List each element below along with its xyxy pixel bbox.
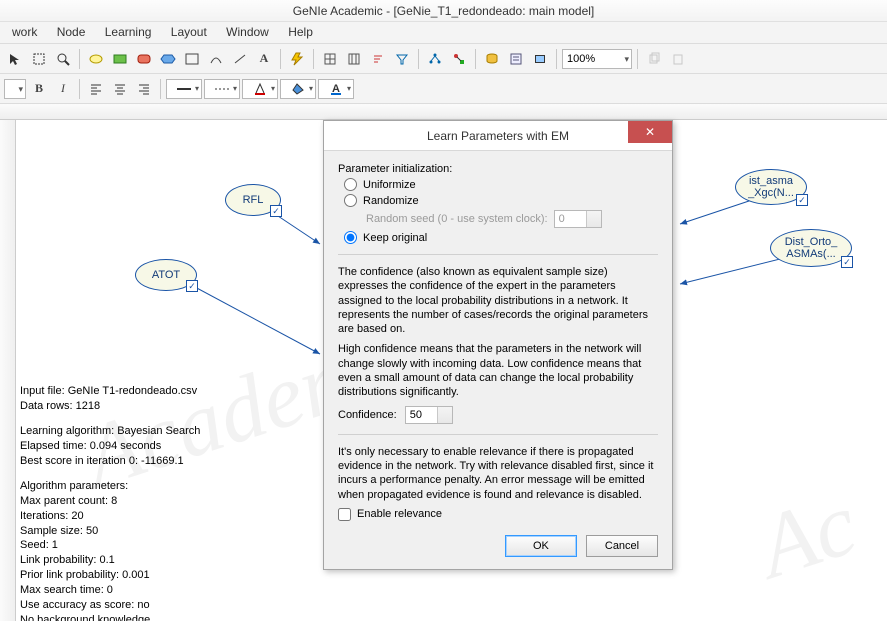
window-title: GeNIe Academic - [GeNie_T1_redondeado: m…: [293, 4, 595, 18]
enable-relevance-checkbox[interactable]: Enable relevance: [338, 508, 658, 521]
line-tool[interactable]: [229, 48, 251, 70]
zoom-value: 100%: [567, 53, 595, 65]
node-asma[interactable]: ist_asma _Xgc(N... ✓: [735, 169, 807, 205]
menu-layout[interactable]: Layout: [163, 22, 215, 42]
info-params: Algorithm parameters: Max parent count: …: [20, 479, 150, 621]
info-algo: Learning algorithm: Bayesian Search Elap…: [20, 424, 200, 469]
param-init-label: Parameter initialization:: [338, 163, 658, 175]
menu-learning[interactable]: Learning: [97, 22, 160, 42]
line-style-select[interactable]: [204, 79, 240, 99]
seed-label: Random seed (0 - use system clock):: [366, 213, 548, 225]
dialog-title: Learn Parameters with EM: [427, 129, 569, 143]
menubar: work Node Learning Layout Window Help: [0, 22, 887, 44]
cancel-button[interactable]: Cancel: [586, 535, 658, 557]
fill-color-select[interactable]: [280, 79, 316, 99]
confidence-help-2: High confidence means that the parameter…: [338, 342, 658, 399]
align-center[interactable]: [109, 78, 131, 100]
menu-work[interactable]: work: [4, 22, 45, 42]
toolbar-shapes: A 100%: [0, 44, 887, 74]
zoom-combo[interactable]: 100%: [562, 49, 632, 69]
text-color-select[interactable]: A: [318, 79, 354, 99]
watermark: Ac: [746, 472, 868, 599]
grid2-icon[interactable]: [343, 48, 365, 70]
menu-node[interactable]: Node: [49, 22, 94, 42]
magnify-icon[interactable]: [52, 48, 74, 70]
line-color-select[interactable]: [242, 79, 278, 99]
node-checkbox-icon: ✓: [841, 256, 853, 268]
influence-icon[interactable]: [448, 48, 470, 70]
node-atot[interactable]: ATOT ✓: [135, 259, 197, 291]
arc-tool[interactable]: [205, 48, 227, 70]
confidence-spinner[interactable]: 50: [405, 406, 453, 424]
node-checkbox-icon: ✓: [270, 205, 282, 217]
radio-uniformize[interactable]: Uniformize: [344, 178, 658, 191]
ellipse-yellow[interactable]: [85, 48, 107, 70]
align-right[interactable]: [133, 78, 155, 100]
node-checkbox-icon: ✓: [186, 280, 198, 292]
paste-icon: [667, 48, 689, 70]
sort-icon[interactable]: [367, 48, 389, 70]
close-button[interactable]: ✕: [628, 121, 672, 143]
radio-label: Uniformize: [363, 179, 416, 191]
select-tool[interactable]: [28, 48, 50, 70]
node-label: ist_asma _Xgc(N...: [748, 175, 794, 199]
info-input: Input file: GeNIe T1-redondeado.csv Data…: [20, 384, 197, 414]
radio-label: Randomize: [363, 195, 419, 207]
rect-green[interactable]: [109, 48, 131, 70]
hex-blue[interactable]: [157, 48, 179, 70]
bold-button[interactable]: B: [28, 78, 50, 100]
box-outline[interactable]: [181, 48, 203, 70]
relevance-help: It's only necessary to enable relevance …: [338, 445, 658, 502]
italic-button[interactable]: I: [52, 78, 74, 100]
window-titlebar: GeNIe Academic - [GeNie_T1_redondeado: m…: [0, 0, 887, 22]
font-combo[interactable]: [4, 79, 26, 99]
grid1-icon[interactable]: [319, 48, 341, 70]
checkbox-label: Enable relevance: [357, 508, 442, 520]
line-width-select[interactable]: [166, 79, 202, 99]
tree-icon[interactable]: [424, 48, 446, 70]
properties-icon[interactable]: [505, 48, 527, 70]
node-label: Dist_Orto_ ASMAs(...: [785, 236, 838, 260]
confidence-label: Confidence:: [338, 409, 397, 421]
console-icon[interactable]: [529, 48, 551, 70]
learn-parameters-dialog: Learn Parameters with EM ✕ Parameter ini…: [323, 120, 673, 570]
toolbar-format: B I A: [0, 74, 887, 104]
ruler-vertical: [0, 120, 16, 621]
copy-icon: [643, 48, 665, 70]
ruler-horizontal: [0, 104, 887, 120]
ok-button[interactable]: OK: [505, 535, 577, 557]
text-tool[interactable]: A: [253, 48, 275, 70]
align-left[interactable]: [85, 78, 107, 100]
filter-icon[interactable]: [391, 48, 413, 70]
roundrect-red[interactable]: [133, 48, 155, 70]
menu-window[interactable]: Window: [218, 22, 277, 42]
lightning-icon[interactable]: [286, 48, 308, 70]
radio-keep-original[interactable]: Keep original: [344, 231, 658, 244]
node-rfl[interactable]: RFL ✓: [225, 184, 281, 216]
database-icon[interactable]: [481, 48, 503, 70]
node-orto[interactable]: Dist_Orto_ ASMAs(... ✓: [770, 229, 852, 267]
radio-randomize[interactable]: Randomize: [344, 194, 658, 207]
confidence-help-1: The confidence (also known as equivalent…: [338, 265, 658, 336]
radio-label: Keep original: [363, 232, 427, 244]
menu-help[interactable]: Help: [280, 22, 321, 42]
node-label: ATOT: [152, 269, 180, 281]
node-label: RFL: [243, 194, 264, 206]
pointer-tool[interactable]: [4, 48, 26, 70]
seed-spinner: 0: [554, 210, 602, 228]
dialog-titlebar[interactable]: Learn Parameters with EM ✕: [324, 121, 672, 151]
node-checkbox-icon: ✓: [796, 194, 808, 206]
